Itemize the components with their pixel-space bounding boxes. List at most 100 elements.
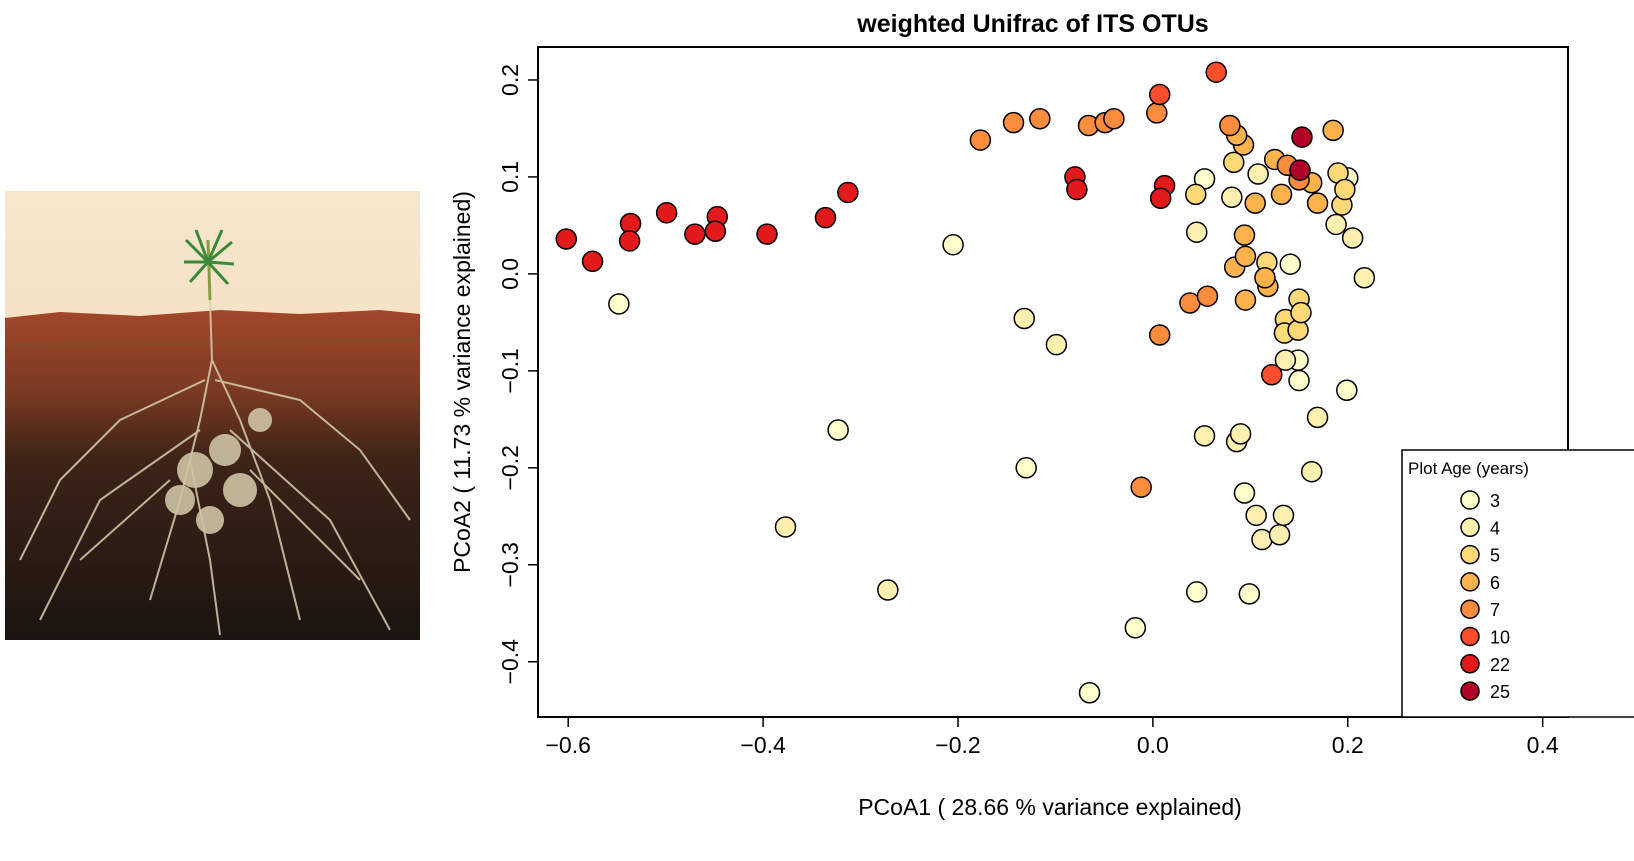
x-axis-label: PCoA1 ( 28.66 % variance explained) [858,794,1242,820]
point [969,129,992,151]
x-tick-label: −0.2 [935,732,980,758]
point [1353,267,1376,289]
legend-swatch [1460,544,1480,565]
y-tick-label: −0.4 [497,639,523,685]
x-tick-label: 0.2 [1332,732,1364,758]
y-axis-label: PCoA2 ( 11.73 % variance explained) [449,191,475,573]
legend-label: 22 [1490,655,1510,675]
point [1279,253,1302,275]
point [1306,406,1329,429]
point [1219,114,1241,137]
point [1272,504,1295,527]
point [1300,460,1323,483]
point [1274,349,1297,371]
point [1149,187,1172,210]
point [1013,307,1036,330]
y-tick-label: 0.0 [497,258,523,290]
x-tick-label: 0.0 [1137,732,1169,758]
legend-swatch [1460,572,1480,592]
illustration [4,191,421,640]
point [1015,457,1037,479]
legend-label: 10 [1490,628,1510,648]
point [1185,183,1207,206]
point [814,206,837,229]
point [704,220,727,242]
legend-title: Plot Age (years) [1408,459,1529,478]
point [1103,108,1125,130]
point [1245,504,1267,527]
point [1322,119,1344,142]
x-tick-label: −0.4 [740,732,786,758]
x-tick-label: −0.6 [546,732,591,758]
y-tick-label: −0.1 [497,348,523,393]
point [1185,581,1208,603]
point [1229,423,1252,445]
legend-swatch [1460,654,1480,674]
legend-swatch [1460,599,1480,619]
point [1287,319,1309,341]
point [1270,183,1293,206]
point [1193,425,1216,447]
legend-box [1401,449,1634,718]
point [1205,61,1227,83]
point [618,230,641,252]
point [1244,192,1266,214]
point [1029,108,1051,130]
point [1233,224,1256,246]
point [1336,379,1358,401]
point [1185,221,1208,243]
point [942,234,964,256]
legend-swatch [1460,517,1480,538]
point [608,293,630,315]
point [1247,163,1269,185]
point [581,250,604,273]
point [1233,482,1256,504]
x-tick-label: 0.4 [1527,732,1559,758]
point [1221,186,1243,209]
point [837,181,859,204]
legend-label: 6 [1490,573,1500,593]
point [1148,324,1171,346]
legend: Plot Age (years) 3 4 5 6 7 10 22 25 [1401,449,1634,718]
point [1254,267,1276,289]
y-tick-label: 0.1 [497,161,523,193]
point [1045,333,1068,356]
legend-swatch [1460,490,1480,510]
point [1288,369,1310,392]
point [1238,583,1261,605]
y-tick-label: −0.3 [497,542,523,587]
legend-label: 4 [1490,518,1500,538]
point [1261,363,1283,386]
point [1234,289,1257,311]
y-tick-label: −0.2 [497,445,523,490]
point [1289,159,1311,181]
point [877,579,899,601]
point [1341,227,1364,249]
plot-frame [537,46,1569,718]
point [655,202,678,224]
point [1251,528,1273,551]
point [1306,192,1329,214]
point [756,223,778,245]
legend-label: 5 [1490,546,1500,566]
point [1334,178,1356,201]
point [774,516,797,538]
point [1234,245,1257,268]
point [1002,111,1025,134]
point [1066,178,1088,201]
point [1223,151,1245,174]
legend-swatch [1460,626,1480,647]
point [1325,213,1347,236]
legend-label: 3 [1490,491,1500,511]
point [1146,102,1168,124]
point [1078,682,1101,704]
point [1124,617,1147,639]
point [1148,83,1171,106]
point [1130,476,1152,498]
point [827,419,849,441]
y-tick-label: 0.2 [497,64,523,96]
point [1196,285,1219,307]
point [684,223,706,245]
